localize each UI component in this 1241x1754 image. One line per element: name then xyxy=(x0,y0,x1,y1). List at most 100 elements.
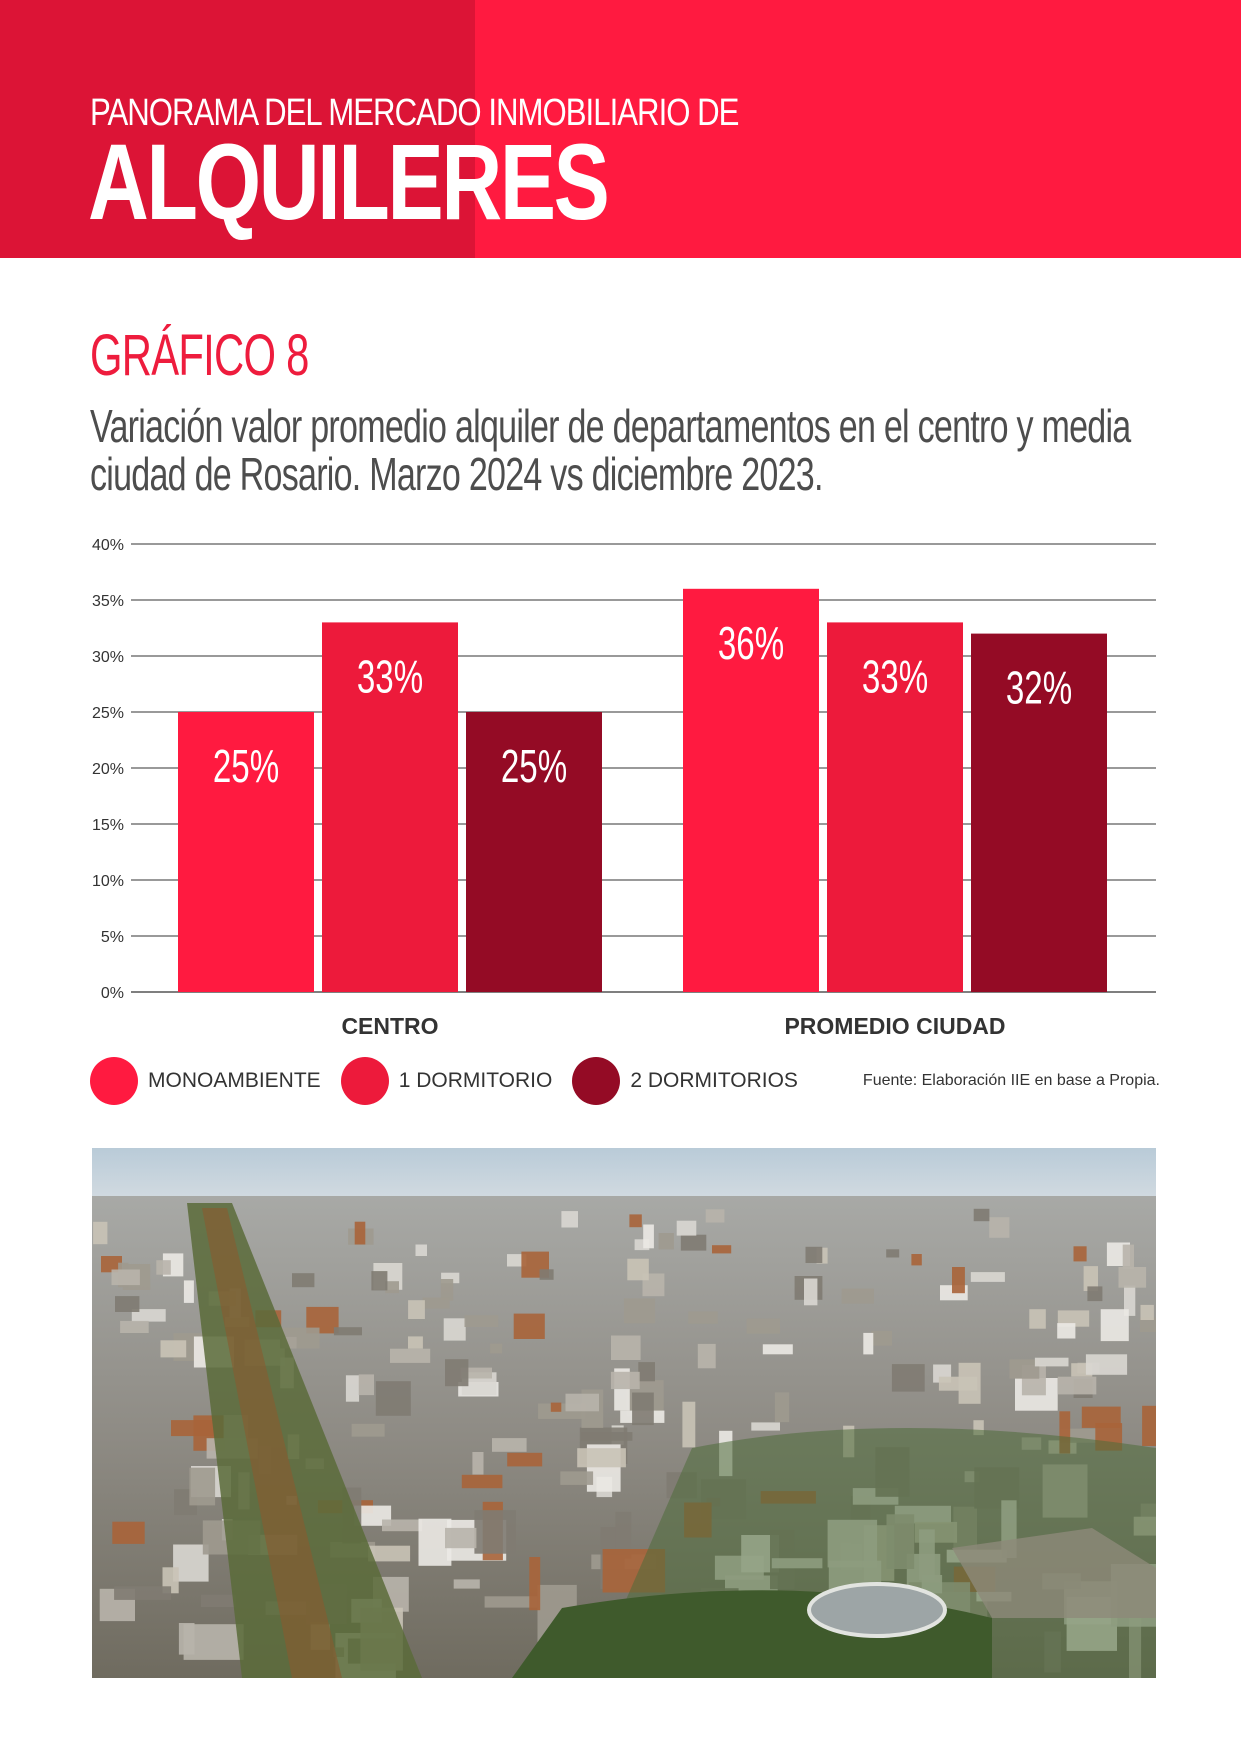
building-shape xyxy=(474,1510,516,1554)
chart-legend: MONOAMBIENTE 1 DORMITORIO 2 DORMITORIOS xyxy=(90,1056,818,1106)
building-shape xyxy=(697,1343,716,1369)
legend-item-monoambiente: MONOAMBIENTE xyxy=(90,1057,321,1105)
bar-data-label: 25% xyxy=(213,742,279,792)
bar-chart: 0% 5% 10% 15% 20% 25% 30% 35% 40% 25% 33% 25% CENTRO… xyxy=(92,537,1156,1039)
building-shape xyxy=(345,1375,360,1402)
building-shape xyxy=(938,1376,978,1391)
building-shape xyxy=(173,1544,209,1582)
building-shape xyxy=(623,1298,656,1324)
building-shape xyxy=(390,1348,431,1363)
bar-data-label: 36% xyxy=(718,619,784,669)
building-shape xyxy=(610,1371,640,1390)
building-shape xyxy=(676,1220,697,1236)
building-shape xyxy=(445,1527,477,1549)
y-tick-label: 15% xyxy=(92,817,124,834)
y-tick-label: 20% xyxy=(92,761,124,778)
building-shape xyxy=(1087,1286,1103,1302)
bar-data-label: 33% xyxy=(862,652,928,702)
building-shape xyxy=(408,1300,425,1319)
bar xyxy=(322,622,458,992)
building-shape xyxy=(911,1254,922,1266)
building-shape xyxy=(385,1281,399,1294)
building-shape xyxy=(841,1288,874,1304)
building-shape xyxy=(1100,1309,1129,1342)
building-shape xyxy=(382,1519,423,1532)
building-shape xyxy=(1139,1317,1156,1332)
building-shape xyxy=(746,1318,780,1334)
building-shape xyxy=(440,1279,454,1301)
building-shape xyxy=(565,1393,599,1412)
building-shape xyxy=(171,1420,215,1437)
building-shape xyxy=(189,1467,216,1506)
building-shape xyxy=(453,1579,480,1589)
legend-swatch-monoambiente xyxy=(90,1057,138,1105)
legend-label-2-dormitorios: 2 DORMITORIOS xyxy=(630,1069,798,1092)
bar xyxy=(466,712,602,992)
building-shape xyxy=(354,1221,366,1245)
building-shape xyxy=(111,1269,140,1286)
building-shape xyxy=(561,1211,578,1228)
building-shape xyxy=(178,1623,195,1655)
aerial-city-photo xyxy=(92,1148,1156,1678)
building-shape xyxy=(461,1474,503,1489)
building-shape xyxy=(1122,1244,1134,1269)
chart-source: Fuente: Elaboración IIE en base a Propia… xyxy=(862,1072,1160,1089)
building-shape xyxy=(762,1344,793,1355)
building-shape xyxy=(507,1452,543,1467)
building-shape xyxy=(443,1318,466,1341)
building-shape xyxy=(375,1381,411,1416)
building-shape xyxy=(863,1332,874,1355)
y-tick-label: 5% xyxy=(101,929,124,946)
aerial-city-illustration xyxy=(92,1148,1156,1678)
building-shape xyxy=(490,1343,503,1354)
building-shape xyxy=(368,1545,411,1562)
building-shape xyxy=(101,1256,122,1273)
building-shape xyxy=(705,1209,725,1223)
building-shape xyxy=(615,1511,632,1559)
building-shape xyxy=(682,1401,696,1448)
building-shape xyxy=(1140,1304,1154,1320)
building-shape xyxy=(1085,1354,1128,1375)
legend-label-monoambiente: MONOAMBIENTE xyxy=(148,1069,321,1092)
figure-subtitle: Variación valor promedio alquiler de dep… xyxy=(90,400,1131,500)
building-shape xyxy=(183,1280,194,1303)
building-shape xyxy=(200,1594,237,1607)
building-shape xyxy=(774,1392,790,1423)
building-shape xyxy=(1142,1405,1156,1446)
building-shape xyxy=(973,1208,990,1222)
building-shape xyxy=(351,1423,385,1437)
building-shape xyxy=(632,1392,654,1426)
building-shape xyxy=(658,1233,674,1250)
building-shape xyxy=(114,1586,172,1600)
building-shape xyxy=(634,1239,650,1251)
building-shape xyxy=(1083,1266,1098,1291)
bar-data-label: 33% xyxy=(357,652,423,702)
legend-item-2-dormitorios: 2 DORMITORIOS xyxy=(572,1057,798,1105)
building-shape xyxy=(1029,1309,1046,1329)
header-kicker: PANORAMA DEL MERCADO INMOBILIARIO DE xyxy=(90,92,739,134)
building-shape xyxy=(539,1269,554,1280)
building-shape xyxy=(415,1244,427,1256)
building-shape xyxy=(629,1214,642,1228)
bar xyxy=(683,588,819,992)
building-shape xyxy=(93,1221,108,1245)
building-shape xyxy=(577,1448,626,1468)
header-banner-accent xyxy=(0,0,475,258)
building-shape xyxy=(1059,1411,1071,1454)
building-shape xyxy=(1081,1406,1121,1428)
building-shape xyxy=(627,1258,649,1281)
building-shape xyxy=(1057,1323,1076,1339)
building-shape xyxy=(445,1359,469,1387)
building-shape xyxy=(441,1272,460,1284)
building-shape xyxy=(464,1315,499,1327)
building-shape xyxy=(131,1309,166,1322)
building-shape xyxy=(156,1260,171,1275)
x-category-label: PROMEDIO CIUDAD xyxy=(784,1013,1005,1039)
legend-item-1-dormitorio: 1 DORMITORIO xyxy=(340,1057,552,1105)
building-shape xyxy=(1118,1267,1147,1288)
building-shape xyxy=(529,1557,541,1611)
building-shape xyxy=(891,1364,925,1392)
building-shape xyxy=(358,1374,374,1396)
legend-swatch-1-dormitorio xyxy=(340,1057,389,1105)
bar xyxy=(827,622,963,992)
